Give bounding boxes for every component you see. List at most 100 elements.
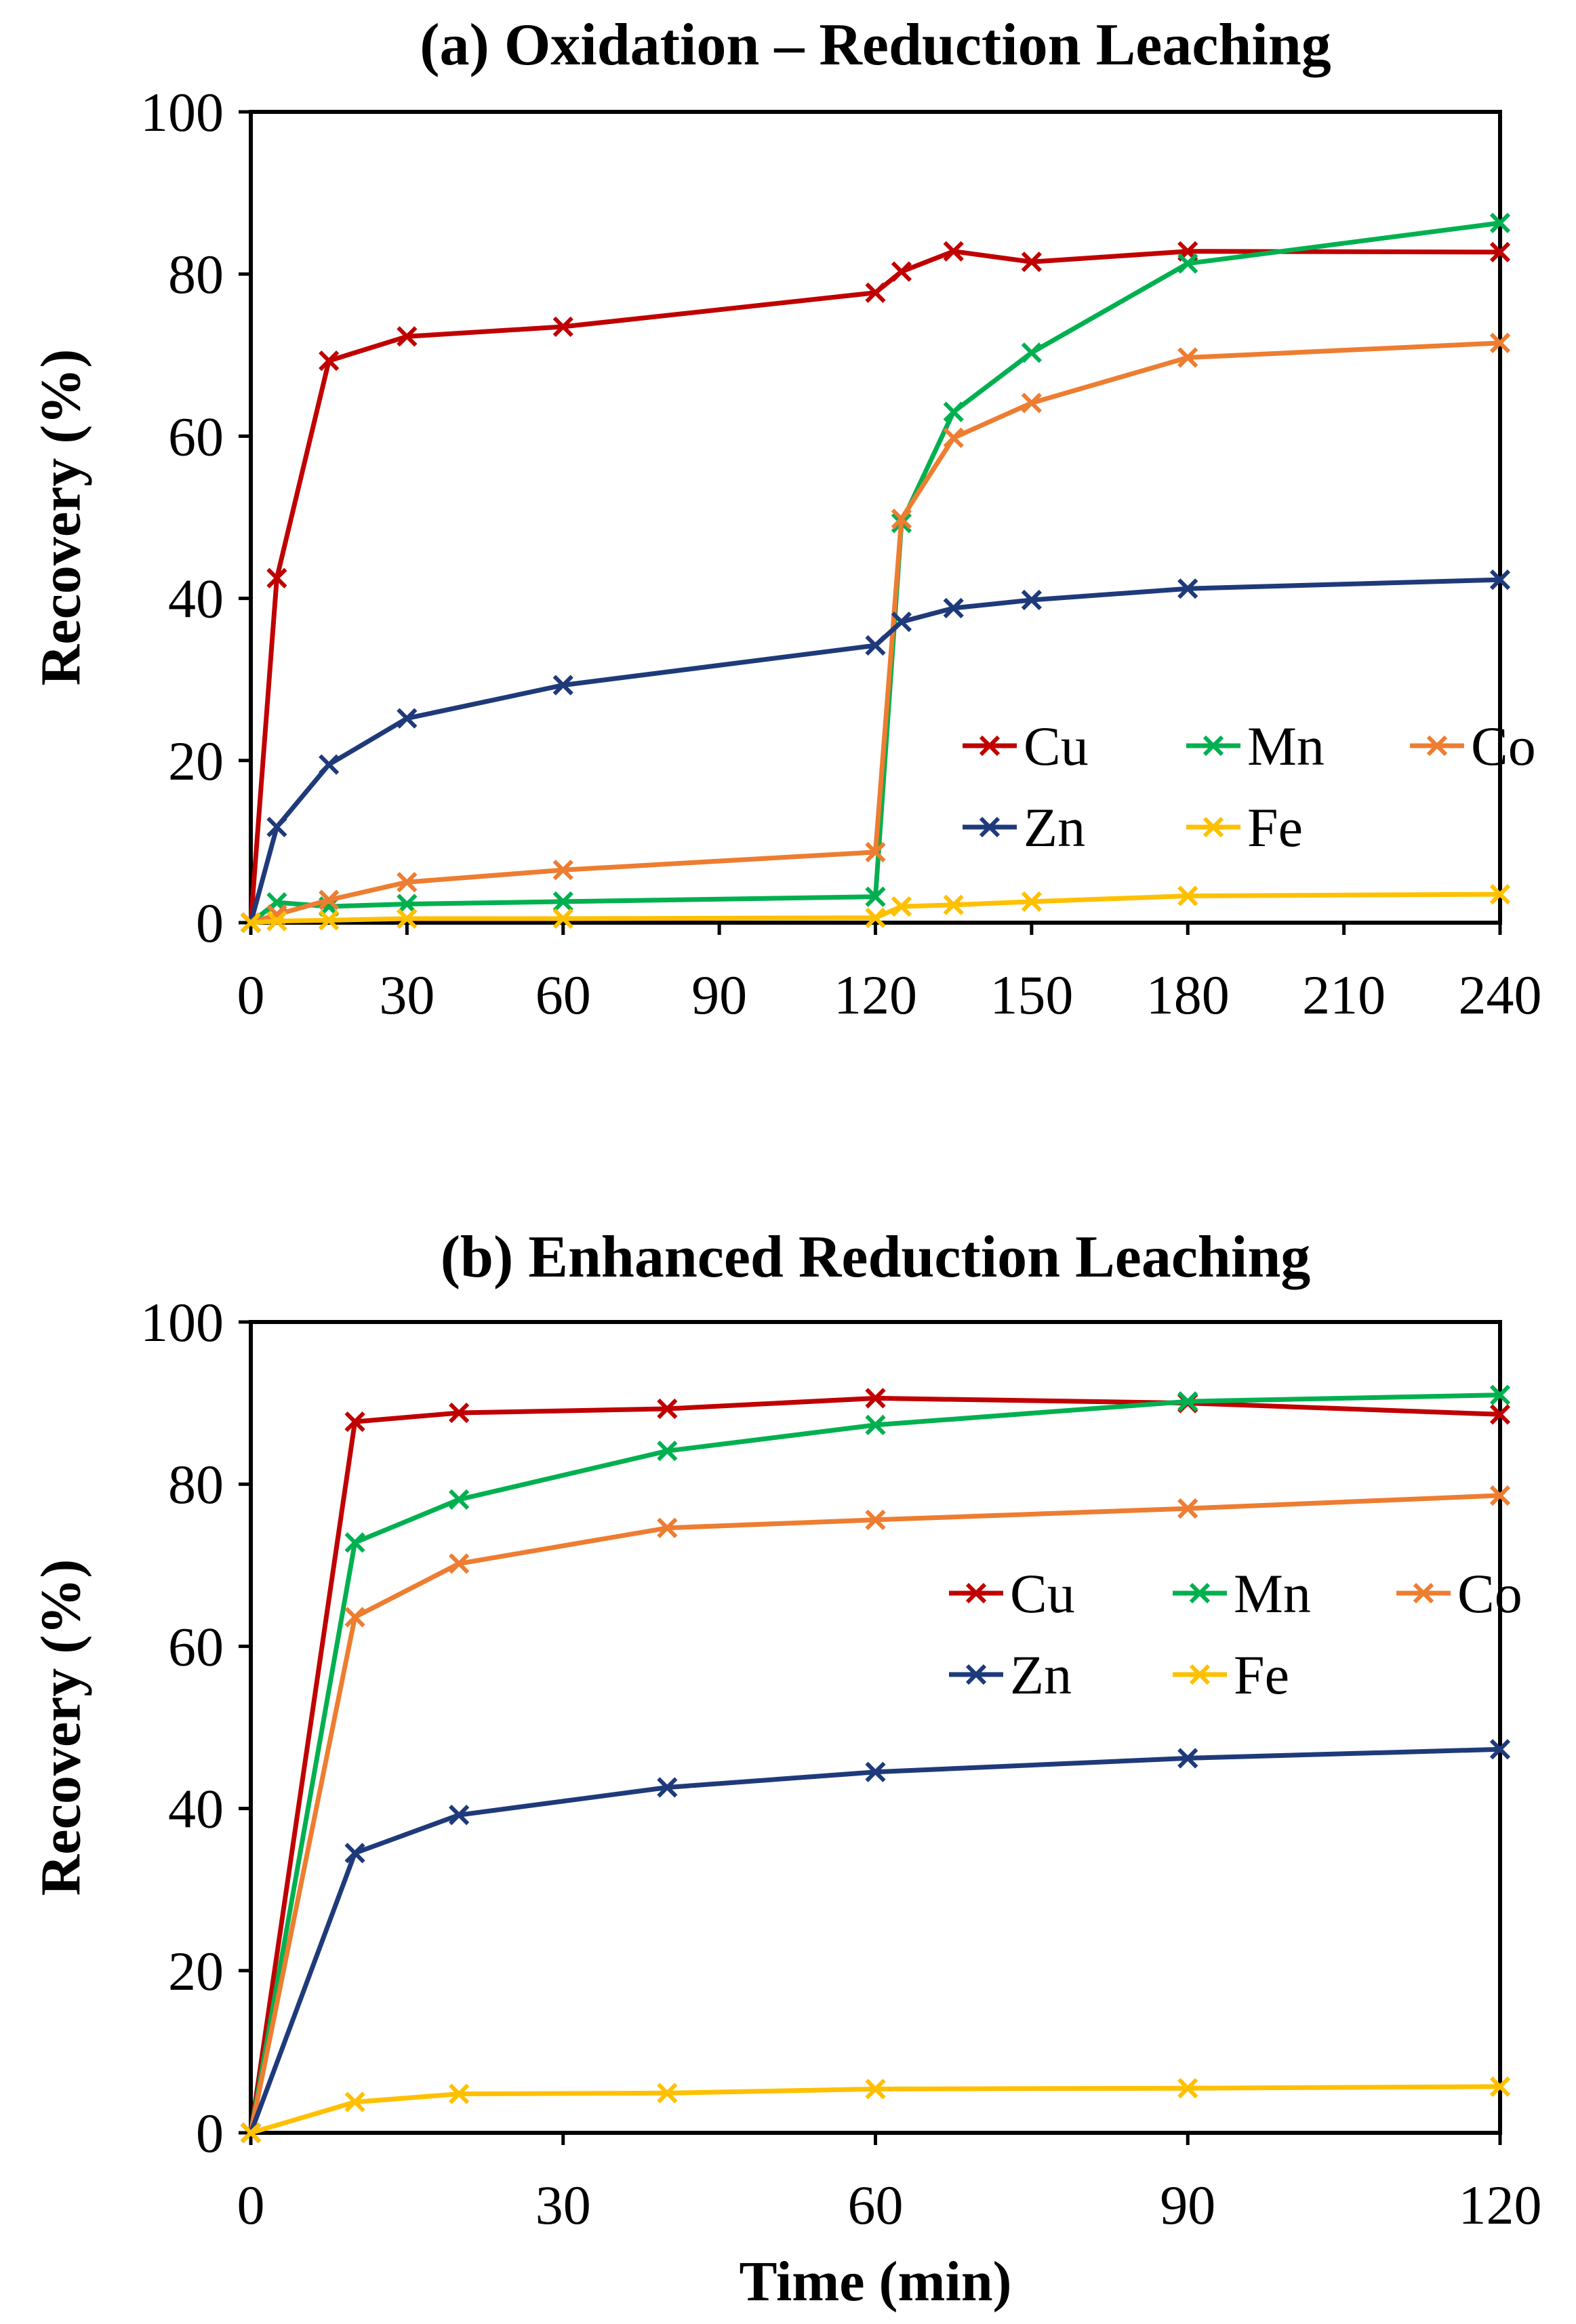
chart-b-point-fe <box>1177 2078 1198 2099</box>
chart-a-point-fe <box>891 896 912 917</box>
chart-a-xtick-label: 30 <box>379 964 435 1026</box>
chart-a-legend-item-co <box>1410 735 1464 757</box>
chart-b-legend-label: Zn <box>1010 1644 1072 1706</box>
chart-a-point-zn <box>397 708 418 729</box>
chart-b-ytick-label: 60 <box>168 1616 224 1677</box>
chart-a-point-co <box>397 872 418 893</box>
chart-a-point-fe <box>1021 891 1043 913</box>
chart-a-ytick-label: 60 <box>168 405 224 467</box>
chart-b-ytick-label: 0 <box>196 2102 224 2164</box>
chart-b-line-fe <box>250 2084 1501 2136</box>
chart-a-legend-label: Zn <box>1024 797 1085 858</box>
chart-b-legend-label: Co <box>1457 1563 1522 1624</box>
chart-b-legend-label: Cu <box>1010 1563 1075 1624</box>
chart-a-point-fe <box>1489 884 1511 905</box>
chart-b-legend-item-cu <box>949 1582 1003 1604</box>
chart-b-legend-label: Mn <box>1234 1563 1311 1624</box>
chart-a-xtick-label: 60 <box>536 964 591 1026</box>
chart-a-point-co <box>1177 347 1198 368</box>
chart-a-point-cu <box>865 282 886 303</box>
chart-a-point-co <box>865 841 886 863</box>
chart-a-point-co <box>943 427 964 448</box>
chart-b-point-fe <box>865 2079 886 2100</box>
chart-b-point-mn <box>1177 1391 1198 1412</box>
chart-b-line-zn <box>248 1746 1501 2134</box>
chart-a-point-fe <box>865 907 886 928</box>
chart-a-xtick-label: 210 <box>1302 964 1386 1026</box>
chart-a-legend-label: Cu <box>1024 715 1089 777</box>
chart-a-point-fe <box>552 908 573 929</box>
chart-b-point-zn <box>1177 1748 1198 1769</box>
chart-b-xtick-label: 0 <box>237 2174 265 2236</box>
chart-a-series-co <box>240 332 1511 934</box>
chart-b-point-co <box>865 1509 886 1530</box>
chart-a-legend-marker <box>1426 735 1448 757</box>
chart-b-legend-label: Fe <box>1234 1644 1289 1706</box>
chart-b-point-cu <box>1489 1404 1511 1425</box>
chart-a-xtick-label: 90 <box>691 964 747 1026</box>
chart-a-xtick-label: 240 <box>1459 964 1542 1026</box>
chart-a-point-mn <box>552 891 573 913</box>
chart-a-point-fe <box>240 912 262 934</box>
chart-a-point-zn <box>266 816 287 837</box>
chart-a-point-co <box>319 889 340 910</box>
chart-b-series-mn <box>240 1384 1511 2144</box>
chart-b-xlabel: Time (min) <box>739 2250 1011 2313</box>
chart-a-point-zn <box>891 612 912 633</box>
chart-b-xtick-label: 90 <box>1160 2174 1215 2236</box>
chart-a-xtick-label: 180 <box>1146 964 1230 1026</box>
chart-a-plot-frame <box>249 110 1502 925</box>
chart-b-point-fe <box>344 2091 365 2112</box>
chart-b-legend-item-zn <box>949 1664 1003 1685</box>
chart-b-legend-marker <box>1189 1664 1211 1685</box>
chart-a-point-co <box>891 508 912 529</box>
chart-b-point-mn <box>449 1489 470 1510</box>
chart-a-legend-marker <box>1203 816 1224 838</box>
chart-a-legend-item-mn <box>1186 735 1240 757</box>
chart-b-ytick-label: 80 <box>168 1454 224 1515</box>
chart-a-point-cu <box>397 326 418 347</box>
chart-b-xtick-label: 60 <box>848 2174 904 2236</box>
chart-a-line-mn <box>249 220 1501 925</box>
chart-a-line-co <box>249 340 1501 925</box>
chart-a-point-cu <box>891 261 912 282</box>
chart-a-legend-label: Co <box>1471 715 1536 777</box>
chart-a-ylabel: Recovery (%) <box>30 349 93 686</box>
chart-b-point-zn <box>344 1843 365 1864</box>
chart-a-point-cu <box>1489 241 1511 263</box>
chart-b-series-fe <box>240 2076 1511 2144</box>
chart-b-series-zn <box>240 1739 1511 2144</box>
chart-a-ytick-label: 100 <box>140 81 224 143</box>
chart-b-ytick-label: 20 <box>168 1940 224 2002</box>
chart-a-xtick-label: 0 <box>237 964 265 1026</box>
chart-a-point-mn <box>865 886 886 907</box>
chart-a-point-mn <box>943 401 964 422</box>
chart-b-plot-frame <box>249 1320 1502 2135</box>
chart-b-point-zn <box>657 1777 678 1798</box>
chart-b-xtick-label: 120 <box>1459 2174 1542 2236</box>
chart-b-legend-item-co <box>1396 1582 1451 1604</box>
chart-a-legend-item-fe <box>1186 816 1240 838</box>
chart-a-point-cu <box>266 567 287 588</box>
chart-a-legend-item-zn <box>963 816 1017 838</box>
chart-a-point-co <box>1489 332 1511 353</box>
chart-b-line-co <box>248 1493 1501 2133</box>
chart-a-point-cu <box>943 241 964 262</box>
chart-b-point-co <box>344 1607 365 1628</box>
chart-a-point-cu <box>552 316 573 338</box>
chart-b-point-cu <box>344 1411 365 1433</box>
chart-b-title: (b) Enhanced Reduction Leaching <box>441 1224 1311 1290</box>
chart-b-point-co <box>657 1517 678 1538</box>
chart-a-point-zn <box>319 754 340 775</box>
chart-b-point-cu <box>449 1402 470 1424</box>
chart-a-point-fe <box>943 894 964 915</box>
chart-b-point-mn <box>657 1441 678 1462</box>
chart-a-point-zn <box>1489 569 1511 590</box>
chart-a-point-fe <box>266 910 287 931</box>
chart-a-ytick-label: 20 <box>168 730 224 792</box>
chart-a-ytick-label: 80 <box>168 243 224 305</box>
chart-a-point-fe <box>319 910 340 931</box>
chart-a-point-fe <box>1177 885 1198 906</box>
chart-b-point-mn <box>1489 1384 1511 1405</box>
chart-a-point-zn <box>943 597 964 619</box>
